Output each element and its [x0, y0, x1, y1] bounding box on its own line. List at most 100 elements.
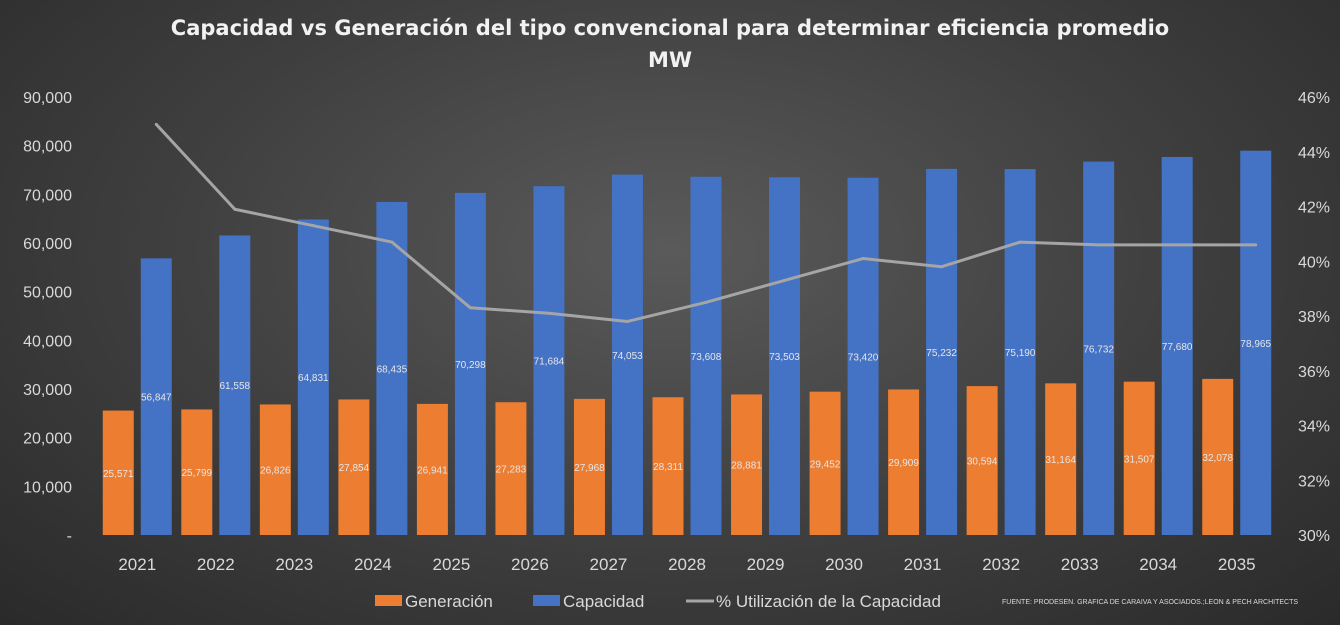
x-tick-label: 2029 — [747, 555, 785, 574]
capacidad-data-label: 64,831 — [298, 373, 329, 384]
capacidad-data-label: 61,558 — [220, 381, 251, 392]
y-tick-label: 40,000 — [23, 333, 72, 350]
generacion-data-label: 29,909 — [888, 458, 919, 469]
generacion-bar — [1045, 383, 1077, 535]
capacidad-bar — [1083, 161, 1115, 536]
x-tick-label: 2021 — [118, 555, 156, 574]
capacidad-data-label: 70,298 — [455, 360, 486, 371]
x-tick-label: 2027 — [590, 555, 628, 574]
y-tick-label: 50,000 — [23, 285, 72, 302]
y-tick-label: - — [67, 528, 72, 545]
y2-tick-label: 46% — [1298, 90, 1330, 107]
y2-tick-label: 42% — [1298, 200, 1330, 217]
x-tick-label: 2026 — [511, 555, 549, 574]
x-tick-label: 2022 — [197, 555, 235, 574]
capacidad-bar — [219, 235, 251, 536]
utilization-point — [468, 306, 472, 310]
capacidad-bar — [611, 174, 643, 535]
capacidad-data-label: 68,435 — [377, 364, 408, 375]
utilization-point — [390, 240, 394, 244]
y2-tick-label: 30% — [1298, 528, 1330, 545]
capacidad-bar — [140, 258, 172, 535]
y-tick-label: 90,000 — [23, 90, 72, 107]
generacion-bar — [731, 394, 763, 535]
utilization-point — [940, 265, 944, 269]
capacidad-bar — [1004, 169, 1036, 536]
legend-label-generacion: Generación — [405, 592, 493, 611]
capacidad-bar — [1161, 156, 1193, 535]
utilization-point — [1175, 243, 1179, 247]
capacidad-data-label: 71,684 — [534, 357, 565, 368]
generacion-data-label: 26,941 — [417, 465, 448, 476]
generacion-data-label: 31,507 — [1124, 454, 1155, 465]
capacidad-bar — [690, 176, 722, 535]
x-tick-label: 2035 — [1218, 555, 1256, 574]
utilization-point — [233, 207, 237, 211]
generacion-data-label: 32,078 — [1202, 453, 1233, 464]
y2-tick-label: 40% — [1298, 254, 1330, 271]
y2-tick-label: 34% — [1298, 419, 1330, 436]
generacion-data-label: 29,452 — [810, 459, 841, 470]
generacion-data-label: 27,968 — [574, 463, 605, 474]
generacion-bar — [1123, 381, 1155, 535]
utilization-point — [154, 122, 158, 126]
y-tick-label: 80,000 — [23, 139, 72, 156]
capacidad-data-label: 73,503 — [769, 352, 800, 363]
y-tick-label: 10,000 — [23, 479, 72, 496]
y-axis-right: 30% 32% 34% 36% 38% 40% 42% 44% 46% — [1298, 90, 1330, 545]
generacion-bar — [966, 386, 998, 535]
legend: Generación Capacidad % Utilización de la C… — [375, 592, 941, 611]
generacion-bar — [495, 402, 527, 535]
utilization-point — [1018, 240, 1022, 244]
generacion-bar — [259, 404, 291, 535]
y-tick-label: 20,000 — [23, 431, 72, 448]
capacidad-bar — [376, 201, 408, 536]
x-tick-label: 2028 — [668, 555, 706, 574]
y-axis-left: - 10,000 20,000 30,000 40,000 50,000 60,000 70,… — [23, 90, 72, 545]
y-tick-label: 60,000 — [23, 236, 72, 253]
generacion-data-label: 25,571 — [103, 469, 134, 480]
capacidad-data-label: 76,732 — [1083, 344, 1114, 355]
utilization-point — [1254, 243, 1258, 247]
x-tick-label: 2025 — [432, 555, 470, 574]
x-tick-label: 2032 — [982, 555, 1020, 574]
x-tick-label: 2030 — [825, 555, 863, 574]
capacidad-data-label: 74,053 — [612, 351, 643, 362]
capacidad-data-label: 73,420 — [848, 352, 879, 363]
utilization-point — [547, 311, 551, 315]
source-note: FUENTE: PRODESEN. GRAFICA DE CARAIVA Y A… — [1002, 599, 1298, 606]
capacidad-bar — [769, 177, 801, 535]
capacidad-data-label: 73,608 — [691, 352, 722, 363]
generacion-data-label: 27,854 — [339, 463, 370, 474]
generacion-data-label: 28,311 — [653, 462, 683, 473]
generacion-bar — [652, 397, 684, 535]
y2-tick-label: 44% — [1298, 145, 1330, 162]
y-tick-label: 30,000 — [23, 382, 72, 399]
capacidad-bar — [926, 168, 958, 536]
capacidad-data-label: 56,847 — [141, 393, 172, 404]
y2-tick-label: 32% — [1298, 473, 1330, 490]
capacidad-bar — [297, 219, 329, 535]
utilization-point — [1097, 243, 1101, 247]
capacidad-data-label: 75,190 — [1005, 348, 1036, 359]
x-tick-label: 2023 — [275, 555, 313, 574]
generacion-data-label: 28,881 — [731, 461, 762, 472]
utilization-point — [861, 257, 865, 261]
chart-title: Capacidad vs Generación del tipo convenc… — [171, 16, 1169, 40]
legend-swatch-generacion — [375, 595, 402, 606]
bars: 25,571 56,847 25,799 61,558 26,826 64,831 27,8… — [102, 150, 1272, 536]
capacidad-data-label: 78,965 — [1240, 339, 1271, 350]
utilization-point — [311, 224, 315, 228]
utilization-point — [704, 300, 708, 304]
x-tick-label: 2024 — [354, 555, 392, 574]
generacion-bar — [102, 410, 134, 535]
generacion-bar — [1202, 378, 1234, 535]
capacidad-bar — [847, 177, 879, 535]
x-tick-label: 2034 — [1139, 555, 1177, 574]
utilization-point — [625, 319, 629, 323]
generacion-data-label: 27,283 — [496, 465, 527, 476]
capacidad-bar — [1240, 150, 1272, 535]
utilization-line — [154, 122, 1258, 323]
capacidad-data-label: 75,232 — [926, 348, 957, 359]
